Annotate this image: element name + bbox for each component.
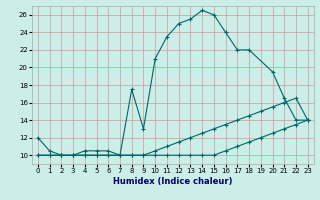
X-axis label: Humidex (Indice chaleur): Humidex (Indice chaleur)	[113, 177, 233, 186]
